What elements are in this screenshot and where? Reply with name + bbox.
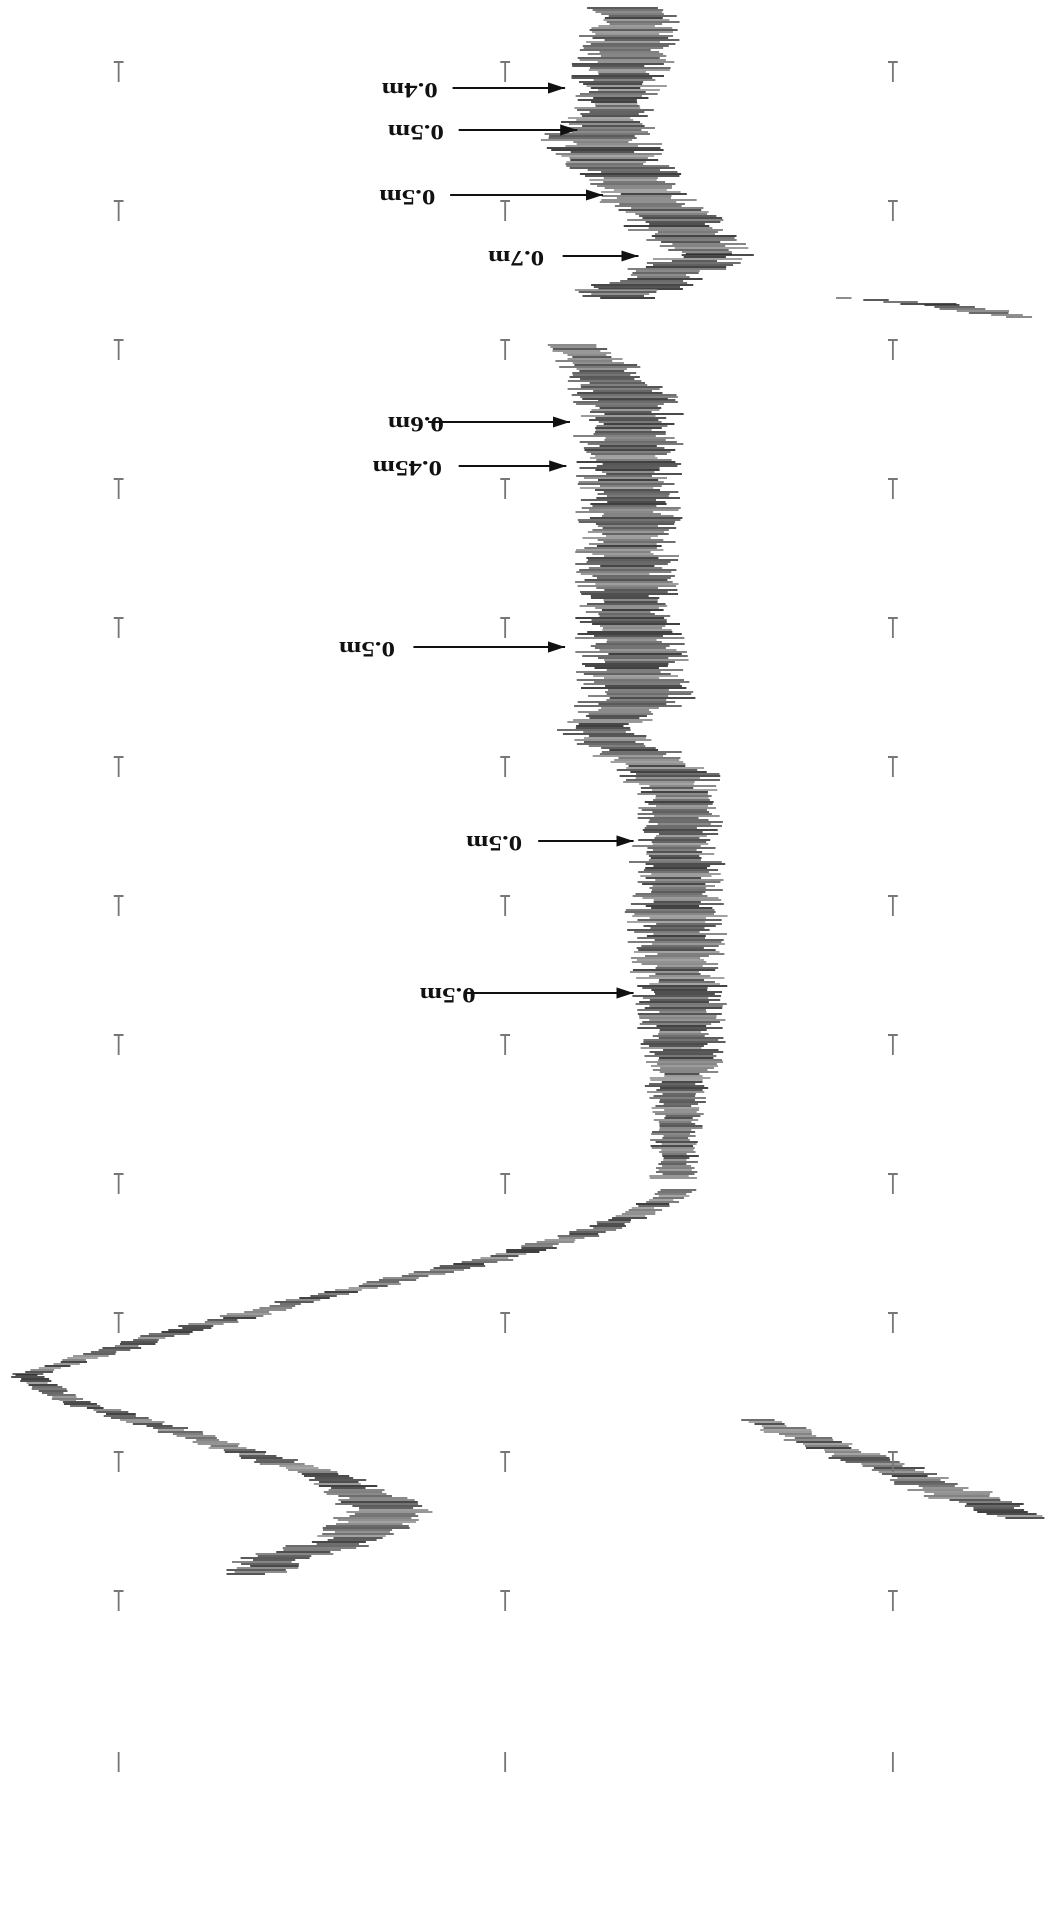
echo-trace [11, 7, 1045, 1575]
fix-marks [113, 61, 898, 1772]
depth-label: 0.7m [488, 246, 545, 270]
depth-label: 0.5m [466, 831, 523, 855]
depth-label: 0.5m [419, 983, 476, 1007]
depth-label: 0.5m [338, 637, 395, 661]
depth-label: 0.4m [381, 78, 438, 102]
depth-label: 0.5m [387, 120, 444, 144]
annotations: 0.4m 0.5m 0.5m 0.7m 0.6m 0.45m 0.5m 0.5m 0.5m [338, 78, 639, 1007]
depth-label: 0.45m [372, 456, 442, 480]
depth-label: 0.5m [379, 185, 436, 209]
depth-label: 0.6m [387, 412, 444, 436]
